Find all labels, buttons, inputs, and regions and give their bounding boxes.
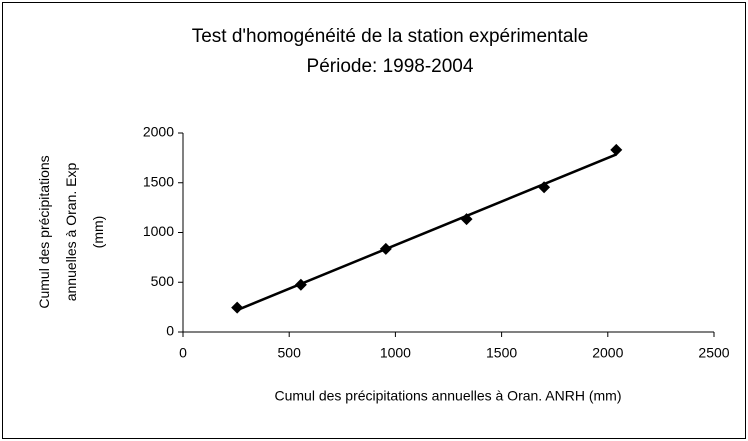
y-tick-label: 0 <box>166 323 174 339</box>
chart-subtitle: Période: 1998-2004 <box>307 56 474 77</box>
x-axis-label: Cumul des précipitations annuelles à Ora… <box>274 388 621 404</box>
data-point <box>610 143 623 156</box>
x-tick-label: 1000 <box>380 345 411 361</box>
data-point <box>379 242 392 255</box>
x-tick-label: 1500 <box>486 345 517 361</box>
y-axis-label: Cumul des précipitations annuelles à Oran… <box>36 155 106 308</box>
x-tick-label: 500 <box>278 345 302 361</box>
y-tick-label: 500 <box>151 273 175 289</box>
data-point <box>231 301 244 314</box>
y-tick-label: 1500 <box>143 173 174 189</box>
chart-title: Test d'homogénéité de la station expérim… <box>192 26 589 47</box>
y-axis-label-line: Cumul des précipitations <box>36 155 52 308</box>
data-point <box>294 278 307 291</box>
x-tick-label: 2500 <box>698 345 729 361</box>
y-tick-label: 1000 <box>143 223 174 239</box>
x-tick-label: 0 <box>179 345 187 361</box>
y-axis-label-line: annuelles à Oran. Exp <box>63 163 79 302</box>
x-tick-label: 2000 <box>592 345 623 361</box>
data-point <box>538 181 551 194</box>
y-tick-label: 2000 <box>143 124 174 140</box>
y-axis-label-line: (mm) <box>90 216 106 249</box>
data-point <box>460 213 473 226</box>
